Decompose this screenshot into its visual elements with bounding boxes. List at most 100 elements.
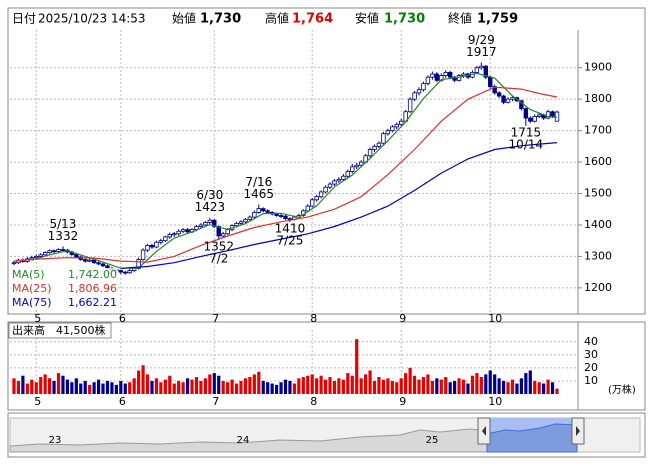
- volume-bar: [226, 382, 230, 394]
- annotation-value: 1715: [511, 125, 542, 139]
- volume-bar: [203, 378, 207, 394]
- legend-name: MA(75): [12, 296, 52, 309]
- candle-body: [350, 166, 355, 172]
- candle-body: [501, 95, 506, 103]
- volume-bar: [92, 382, 96, 394]
- candle-body: [278, 215, 284, 217]
- volume-bar: [475, 373, 479, 394]
- candle-body: [461, 73, 466, 76]
- volume-bar: [168, 375, 172, 394]
- annotation-date: 5/13: [49, 217, 76, 231]
- y-tick-label: 1900: [584, 61, 612, 74]
- legend-value: 1,742.00: [68, 268, 117, 281]
- volume-bar: [372, 380, 377, 394]
- navigator-label: 23: [49, 435, 62, 446]
- candle-body: [123, 271, 128, 274]
- header-value: 1,764: [292, 12, 333, 27]
- volume-bar: [364, 374, 368, 394]
- candle-body: [354, 164, 359, 168]
- volume-bar: [368, 370, 372, 394]
- volume-bar: [417, 379, 421, 394]
- candle-body: [390, 126, 395, 132]
- volume-bar: [341, 379, 345, 394]
- x-tick-label: 5: [34, 312, 41, 325]
- volume-bar: [114, 384, 118, 394]
- volume-bar: [83, 380, 87, 394]
- volume-bar: [506, 382, 510, 394]
- volume-bar: [377, 377, 381, 394]
- volume-bar: [448, 382, 452, 394]
- ma-line: [120, 142, 558, 269]
- volume-bar: [159, 382, 163, 394]
- volume-bar: [484, 374, 488, 394]
- volume-bar: [217, 375, 221, 394]
- candle-body: [29, 257, 35, 260]
- candle-body: [243, 218, 248, 223]
- volume-bar: [12, 378, 16, 394]
- volume-bar: [381, 379, 386, 394]
- y-tick-label: 1800: [584, 92, 612, 105]
- candle-body: [265, 210, 270, 213]
- volume-bar: [519, 378, 523, 394]
- candle-body: [416, 89, 422, 94]
- volume-bar: [524, 373, 528, 394]
- y-tick-label: 10: [584, 374, 598, 387]
- candle-body: [550, 111, 555, 117]
- annotation-value: 1410: [275, 221, 306, 235]
- annotation-date: 7/25: [276, 233, 303, 247]
- candle-body: [11, 262, 17, 265]
- candle-body: [488, 76, 493, 87]
- candle-body: [452, 76, 457, 81]
- volume-bar: [128, 382, 132, 394]
- volume-bar: [150, 380, 154, 394]
- volume-bar: [292, 383, 297, 394]
- candle-body: [510, 97, 515, 100]
- candle-body: [310, 199, 315, 207]
- volume-bar: [274, 384, 279, 394]
- volume-bar: [399, 378, 403, 394]
- volume-bar: [266, 382, 270, 394]
- volume-bar: [119, 380, 123, 394]
- candle-body: [38, 254, 43, 257]
- volume-bar: [154, 378, 159, 394]
- candle-body: [523, 108, 529, 119]
- volume-bar: [243, 378, 248, 394]
- volume-bar: [288, 380, 292, 394]
- volume-bar: [212, 373, 216, 394]
- candle-body: [34, 255, 39, 259]
- volume-bar: [550, 382, 555, 394]
- candle-body: [412, 92, 417, 100]
- candle-body: [198, 224, 204, 227]
- candle-body: [212, 219, 217, 227]
- volume-bar: [283, 379, 288, 394]
- candle-body: [394, 123, 399, 128]
- candle-body: [118, 270, 124, 273]
- header-date: 2025/10/23 14:53: [38, 12, 146, 26]
- volume-bar: [110, 382, 114, 394]
- volume-bar: [25, 383, 29, 394]
- candle-body: [149, 244, 155, 248]
- volume-bar: [315, 378, 319, 394]
- candle-body: [225, 229, 230, 235]
- candle-body: [332, 180, 337, 185]
- x-tick-label: 5: [34, 395, 41, 408]
- volume-bar: [234, 383, 239, 394]
- volume-bar: [510, 379, 515, 394]
- volume-bar: [252, 374, 256, 394]
- volume-bar: [137, 370, 141, 394]
- volume-bar: [96, 379, 101, 394]
- volume-unit: (万株): [608, 383, 636, 396]
- volume-bar: [306, 375, 310, 394]
- candle-body: [256, 208, 261, 213]
- volume-bar: [323, 379, 328, 394]
- candle-body: [220, 233, 226, 237]
- annotation-value: 1332: [48, 229, 79, 243]
- handle-arrow: [576, 426, 580, 436]
- volume-bar: [221, 380, 225, 394]
- candle-body: [528, 117, 533, 122]
- volume-bar: [239, 380, 243, 394]
- y-tick-label: 1500: [584, 187, 612, 200]
- volume-bar: [528, 370, 532, 394]
- header-label: 終値: [448, 11, 472, 26]
